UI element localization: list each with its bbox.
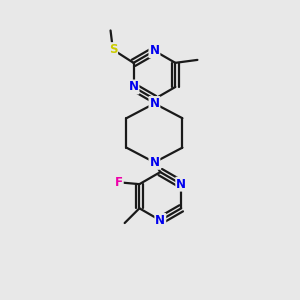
Text: F: F: [115, 176, 123, 189]
Text: N: N: [149, 44, 159, 57]
Text: N: N: [149, 156, 159, 169]
Text: N: N: [128, 80, 139, 94]
Text: N: N: [149, 97, 159, 110]
Text: N: N: [155, 214, 165, 227]
Text: N: N: [176, 178, 186, 191]
Text: S: S: [109, 43, 117, 56]
